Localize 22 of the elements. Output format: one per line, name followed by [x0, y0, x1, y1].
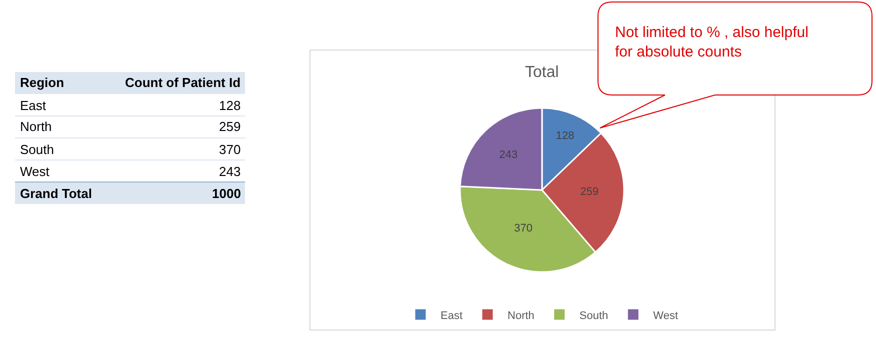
text: 1000: [212, 186, 241, 201]
text: Not limited to % , also helpful for absolute counts: [615, 24, 808, 60]
legend-label: East: [440, 310, 463, 322]
category-label: South: [20, 142, 54, 157]
text: Count of Patient Id: [125, 75, 241, 90]
category-label: East: [20, 98, 46, 113]
data-label: 243: [499, 148, 518, 161]
legend-label: North: [508, 310, 534, 322]
chart-title: Total: [525, 64, 559, 81]
category-label: West: [20, 164, 50, 179]
data-label: 128: [556, 130, 574, 142]
data-label: 370: [219, 142, 241, 157]
text: Region: [20, 75, 64, 90]
data-label: 370: [514, 222, 532, 234]
data-label: 259: [219, 119, 241, 134]
data-label: 259: [580, 186, 599, 198]
data-label: 243: [219, 164, 241, 179]
data-label: 128: [219, 98, 241, 113]
category-label: North: [20, 119, 52, 134]
legend-label: South: [579, 310, 608, 322]
text: Grand Total: [20, 186, 92, 201]
legend-label: West: [653, 310, 678, 322]
